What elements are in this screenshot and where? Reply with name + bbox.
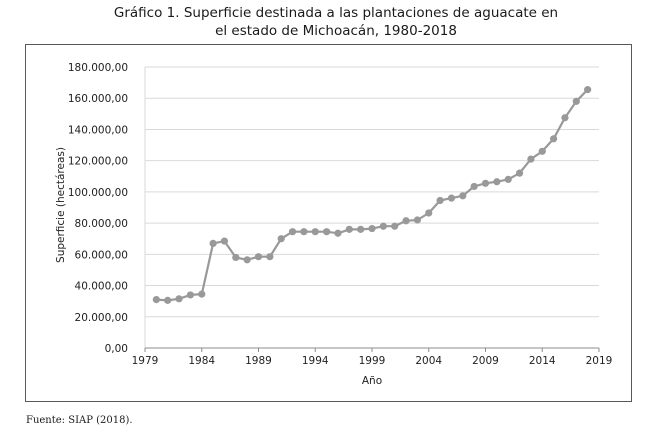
data-point xyxy=(425,209,433,217)
data-point xyxy=(266,253,274,261)
data-point xyxy=(584,86,592,94)
data-point xyxy=(470,182,478,191)
data-point xyxy=(186,291,194,299)
x-tick-label: 2019 xyxy=(586,355,613,367)
data-point xyxy=(198,290,206,298)
data-point xyxy=(550,135,558,143)
data-point xyxy=(379,222,387,230)
y-tick-label: 140.000,00 xyxy=(68,124,128,136)
data-point xyxy=(515,169,524,177)
y-tick-label: 180.000,00 xyxy=(68,62,128,74)
data-point xyxy=(459,192,467,200)
data-point xyxy=(152,296,160,304)
series-line xyxy=(156,88,589,302)
data-point xyxy=(436,196,444,205)
data-point xyxy=(493,178,501,186)
data-point xyxy=(345,225,353,233)
data-point xyxy=(447,194,456,202)
chart-title-line-1: Gráfico 1. Superficie destinada a las pl… xyxy=(113,5,559,21)
y-axis-ticks: 0,00 20.000,00 40.000,00 60.000,00 80.000,00… xyxy=(68,62,128,355)
data-point xyxy=(368,224,376,233)
y-tick-label: 20.000,00 xyxy=(75,312,128,324)
data-point xyxy=(527,155,535,163)
y-tick-label: 160.000,00 xyxy=(68,93,128,105)
x-tick-label: 1984 xyxy=(188,355,215,367)
data-point xyxy=(572,97,580,105)
x-axis-label: Año xyxy=(362,375,382,387)
data-point xyxy=(402,217,410,225)
data-point xyxy=(175,295,183,303)
y-tick-label: 40.000,00 xyxy=(75,281,128,293)
y-tick-label: 120.000,00 xyxy=(68,156,128,168)
chart-frame xyxy=(25,44,632,402)
data-point xyxy=(243,256,251,264)
y-tick-label: 0,00 xyxy=(105,343,128,355)
x-tick-label: 1994 xyxy=(302,355,329,367)
y-tick-label: 80.000,00 xyxy=(75,218,128,230)
data-point xyxy=(538,147,546,155)
data-point xyxy=(413,216,421,224)
x-tick-label: 1999 xyxy=(359,355,386,367)
data-point xyxy=(209,239,217,248)
x-tick-label: 2004 xyxy=(415,355,442,367)
data-point xyxy=(164,296,172,304)
chart-title-line-2: el estado de Michoacán, 1980-2018 xyxy=(215,23,457,39)
data-point xyxy=(288,228,297,236)
x-tick-label: 1989 xyxy=(245,355,272,367)
x-tick-label: 2014 xyxy=(529,355,556,367)
chart-title: Gráfico 1. Superficie destinada a las pl… xyxy=(0,4,672,40)
data-point xyxy=(277,235,285,243)
x-tick-label: 2009 xyxy=(472,355,499,367)
data-point xyxy=(561,114,569,122)
data-point xyxy=(391,222,399,230)
data-point xyxy=(220,237,229,245)
data-point xyxy=(504,175,512,183)
data-point xyxy=(357,225,365,233)
data-point xyxy=(323,228,331,236)
x-tick-label: 1979 xyxy=(132,355,159,367)
data-point xyxy=(481,179,490,187)
x-axis: 1979 1984 1989 1994 1999 2004 2009 2014 2019 xyxy=(132,347,613,367)
data-point xyxy=(300,228,308,236)
data-point xyxy=(311,228,319,236)
gridlines xyxy=(144,66,599,348)
y-tick-label: 100.000,00 xyxy=(68,187,128,199)
y-axis-label: Superficie (hectáreas) xyxy=(55,147,67,263)
series-group xyxy=(152,86,592,304)
source-note: Fuente: SIAP (2018). xyxy=(26,415,133,426)
data-point xyxy=(254,253,263,261)
data-point xyxy=(334,229,342,237)
data-point xyxy=(232,253,240,262)
y-tick-label: 60.000,00 xyxy=(75,249,128,261)
